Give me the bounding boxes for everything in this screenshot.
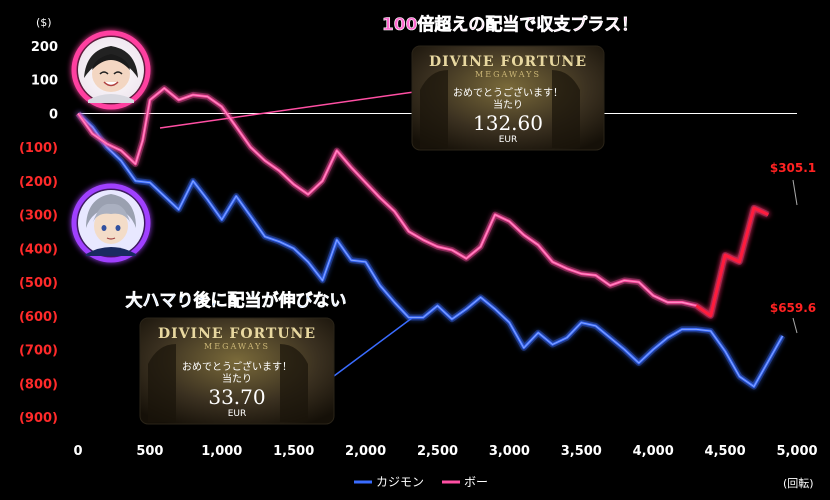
y-tick-label: (900) [19, 411, 58, 426]
win-bottom-subtitle: MEGAWAYS [204, 342, 270, 351]
y-tick-label: 200 [31, 40, 58, 55]
y-tick-label: (100) [19, 141, 58, 156]
y-tick-label: (400) [19, 242, 58, 257]
win-bottom-message: おめでとうございます！ [182, 360, 292, 373]
annotation-top: 100倍超えの配当で収支プラス！ [382, 14, 638, 35]
x-tick-label: 2,000 [345, 444, 386, 459]
x-axis-ticks: 0 500 1,000 1,500 2,000 2,500 3,000 3,500 4,000 4… [73, 444, 817, 459]
end-label-pointer-2 [792, 317, 798, 334]
series-core-0 [77, 113, 783, 388]
win-top-title: DIVINE FORTUNE [429, 54, 587, 70]
y-axis-ticks: 200 100 0 (100) (200) (300) (400) (500) (600) (70… [19, 40, 58, 426]
series-line-1 [76, 86, 769, 318]
x-tick-label: 4,500 [705, 444, 746, 459]
win-bottom-amount: 33.70 [208, 385, 265, 409]
x-tick-label: 500 [136, 444, 163, 459]
y-tick-label: (500) [19, 276, 58, 291]
y-tick-label: (600) [19, 310, 58, 325]
series-line-0 [77, 112, 784, 388]
callout-line-bottom [333, 317, 413, 377]
series-core-1 [77, 87, 769, 317]
y-tick-label: 100 [31, 74, 58, 89]
series-tail-highlight [695, 206, 769, 318]
avatar-kajimon [71, 183, 151, 263]
end-label-kajimon: $659.6 [770, 301, 816, 315]
win-top-subtitle: MEGAWAYS [475, 70, 541, 79]
x-tick-label: 2,500 [417, 444, 458, 459]
legend-label-bo: ボー [464, 475, 488, 489]
annotation-bottom: 大ハマり後に配当が伸びない [126, 290, 347, 311]
win-bottom-title: DIVINE FORTUNE [158, 326, 316, 342]
end-label-bo: $305.1 [770, 161, 816, 175]
win-card-top: DIVINE FORTUNE MEGAWAYS おめでとうございます！ 当たり … [411, 45, 605, 151]
avatar-bo [71, 30, 151, 110]
win-bottom-currency: EUR [228, 409, 247, 419]
win-top-currency: EUR [499, 135, 518, 145]
end-label-pointer-1 [792, 179, 798, 206]
series-layer [75, 85, 786, 390]
win-top-message: おめでとうございます！ [453, 86, 563, 99]
x-tick-label: 4,000 [633, 444, 674, 459]
x-tick-label: 0 [73, 444, 82, 459]
y-unit-label: ($) [36, 16, 52, 29]
win-top-amount: 132.60 [473, 111, 543, 135]
x-tick-label: 1,000 [201, 444, 242, 459]
x-tick-label: 1,500 [273, 444, 314, 459]
win-bottom-label: 当たり [222, 372, 252, 385]
callout-line-top [159, 91, 415, 129]
win-top-label: 当たり [493, 98, 523, 111]
y-tick-label: (700) [19, 344, 58, 359]
y-tick-label: (300) [19, 209, 58, 224]
x-tick-label: 3,500 [561, 444, 602, 459]
legend-label-kajimon: カジモン [376, 475, 424, 489]
y-tick-label: 0 [49, 107, 58, 122]
x-tick-label: 5,000 [776, 444, 817, 459]
y-tick-label: (200) [19, 175, 58, 190]
y-tick-label: (800) [19, 377, 58, 392]
x-unit-label: (回転) [783, 477, 814, 490]
x-tick-label: 3,000 [489, 444, 530, 459]
legend: カジモン ボー [354, 475, 488, 489]
win-card-bottom: DIVINE FORTUNE MEGAWAYS おめでとうございます！ 当たり … [139, 317, 335, 425]
